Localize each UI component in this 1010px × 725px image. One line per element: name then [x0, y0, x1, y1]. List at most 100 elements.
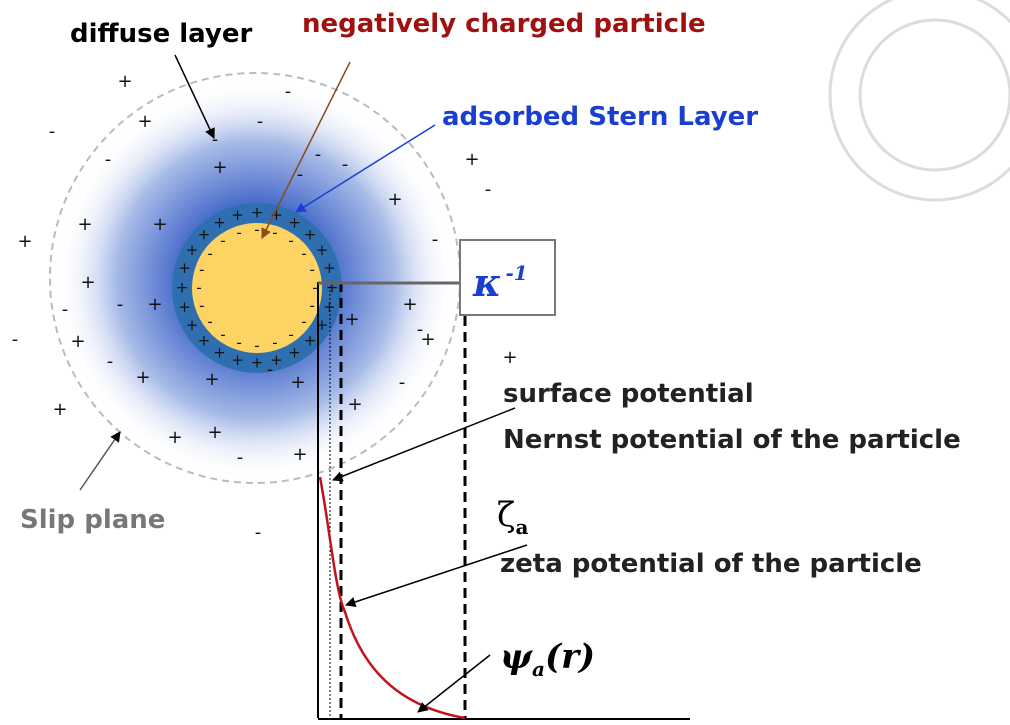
charge: +: [135, 367, 150, 388]
kappa-letter: κ: [472, 260, 501, 305]
charge: -: [288, 325, 293, 343]
charge: +: [326, 279, 339, 297]
charge: -: [254, 221, 259, 239]
charge: -: [272, 223, 277, 241]
charge: -: [254, 337, 259, 355]
charge: +: [304, 332, 317, 350]
charge: +: [198, 225, 211, 243]
charge: -: [196, 279, 201, 297]
particle-label: negatively charged particle: [302, 9, 706, 39]
charge: -: [485, 179, 492, 200]
charge: -: [117, 294, 124, 315]
charge: +: [420, 329, 435, 350]
charge: -: [107, 351, 114, 372]
charge: -: [220, 232, 225, 250]
charge: -: [237, 447, 244, 468]
charge: +: [176, 279, 189, 297]
charge: -: [199, 261, 204, 279]
stern-label: adsorbed Stern Layer: [442, 102, 758, 132]
charge: -: [236, 223, 241, 241]
charge: +: [186, 241, 199, 259]
charge: +: [323, 298, 336, 316]
charge: -: [342, 154, 349, 175]
diagram: +-+--+----+--++++-+-+-++--++-+++-+-++++-…: [0, 0, 1010, 725]
slip-label: Slip plane: [20, 505, 165, 535]
psi-subscript: a: [532, 657, 545, 681]
charge: +: [402, 294, 417, 315]
charge: +: [502, 347, 517, 368]
charge: +: [178, 259, 191, 277]
charge: +: [288, 214, 301, 232]
kappa-label: κ-1: [472, 260, 528, 305]
charge: +: [117, 71, 132, 92]
charge: +: [198, 332, 211, 350]
charge: +: [17, 231, 32, 252]
charge: -: [199, 296, 204, 314]
charge: +: [52, 399, 67, 420]
charge: -: [207, 313, 212, 331]
charge: +: [251, 354, 264, 372]
charge: -: [257, 111, 264, 132]
charge: +: [207, 422, 222, 443]
charge: -: [432, 229, 439, 250]
charge: +: [288, 343, 301, 361]
charge: -: [255, 522, 262, 543]
nernst-label: Nernst potential of the particle: [503, 425, 961, 455]
charge: -: [62, 299, 69, 320]
zeta-symbol: ζa: [497, 495, 528, 539]
seal-watermark: [830, 0, 1010, 200]
charge: -: [309, 261, 314, 279]
charge: -: [212, 129, 219, 150]
charge: +: [70, 331, 85, 352]
charge: -: [272, 334, 277, 352]
charge: -: [236, 334, 241, 352]
charge: -: [12, 329, 19, 350]
charge: +: [323, 259, 336, 277]
charge: +: [212, 157, 227, 178]
charge: +: [147, 294, 162, 315]
charge: +: [80, 272, 95, 293]
charge: +: [231, 206, 244, 224]
charge: +: [186, 316, 199, 334]
charge: -: [207, 244, 212, 262]
charge: +: [347, 394, 362, 415]
charge: +: [213, 214, 226, 232]
surface-label: surface potential: [503, 379, 754, 409]
psi-arg: (r): [545, 637, 595, 677]
zeta-label: zeta potential of the particle: [500, 549, 922, 579]
charge: +: [77, 214, 92, 235]
charge: +: [231, 351, 244, 369]
charge: -: [315, 144, 322, 165]
zeta-subscript: a: [515, 515, 528, 539]
charge: -: [49, 121, 56, 142]
charge: -: [301, 313, 306, 331]
charge: +: [464, 149, 479, 170]
charge: -: [220, 325, 225, 343]
charge: +: [344, 309, 359, 330]
charge: +: [304, 225, 317, 243]
charge: -: [312, 279, 317, 297]
charge: +: [213, 343, 226, 361]
charge: +: [316, 241, 329, 259]
charge: -: [105, 149, 112, 170]
charge: +: [152, 214, 167, 235]
psi-label: ψa(r): [500, 637, 595, 681]
charge: -: [309, 296, 314, 314]
charge: -: [399, 372, 406, 393]
charge: -: [301, 244, 306, 262]
kappa-exponent: -1: [505, 261, 527, 285]
zeta-letter: ζ: [497, 495, 515, 535]
psi-letter: ψ: [500, 637, 533, 677]
charge: +: [290, 372, 305, 393]
charge: +: [137, 111, 152, 132]
charge: +: [204, 369, 219, 390]
particle: [192, 223, 322, 353]
diffuse-label: diffuse layer: [70, 19, 252, 49]
charge: +: [251, 204, 264, 222]
charge: +: [167, 427, 182, 448]
charge: +: [270, 351, 283, 369]
charge: -: [285, 81, 292, 102]
charge: -: [288, 232, 293, 250]
charge: +: [387, 189, 402, 210]
charge: +: [178, 298, 191, 316]
